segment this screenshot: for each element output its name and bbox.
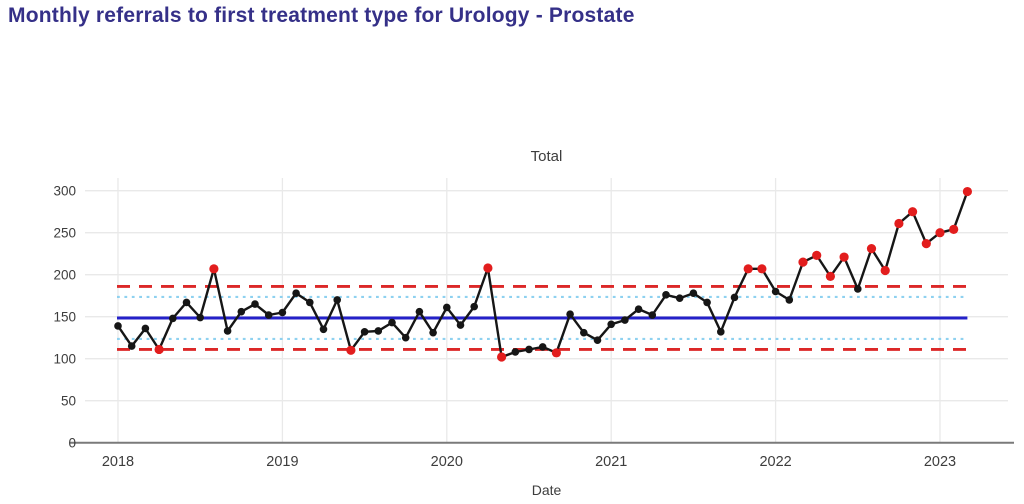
y-tick-label: 150 xyxy=(53,310,76,325)
data-point xyxy=(278,308,287,317)
data-point xyxy=(114,322,122,330)
data-point xyxy=(525,345,533,354)
data-point xyxy=(675,294,684,303)
special-cause-point xyxy=(154,344,164,355)
data-point xyxy=(333,296,342,304)
special-cause-point xyxy=(757,264,767,274)
special-cause-point xyxy=(743,264,753,274)
x-axis-title: Date xyxy=(531,482,562,498)
data-point xyxy=(264,311,273,319)
data-point xyxy=(374,327,383,335)
x-tick-label: 2020 xyxy=(431,454,463,470)
data-point xyxy=(854,285,862,293)
data-point xyxy=(662,291,670,299)
y-tick-label: 50 xyxy=(61,394,76,409)
y-tick-label: 100 xyxy=(53,352,76,367)
data-point xyxy=(182,298,191,307)
data-point xyxy=(319,325,328,334)
data-point xyxy=(580,328,588,337)
special-cause-point xyxy=(483,263,493,273)
x-tick-label: 2019 xyxy=(266,454,298,470)
data-point xyxy=(415,307,424,316)
special-cause-point xyxy=(812,250,822,260)
page-title: Monthly referrals to first treatment typ… xyxy=(8,4,635,27)
data-point xyxy=(196,313,204,322)
data-point xyxy=(538,343,547,351)
special-cause-point xyxy=(949,224,959,234)
special-cause-point xyxy=(935,228,945,238)
special-cause-point xyxy=(551,348,562,358)
special-cause-point xyxy=(346,345,356,355)
special-cause-point xyxy=(921,239,931,249)
y-tick-label: 200 xyxy=(53,268,76,283)
data-point xyxy=(703,298,711,307)
special-cause-point xyxy=(497,352,507,362)
special-cause-point xyxy=(894,218,904,229)
data-point xyxy=(566,310,574,318)
special-cause-point xyxy=(825,271,836,281)
data-point xyxy=(251,300,259,308)
data-point xyxy=(443,303,451,312)
data-point xyxy=(237,307,246,316)
data-point xyxy=(401,333,410,342)
data-point xyxy=(360,328,369,336)
data-point xyxy=(689,289,698,297)
data-point xyxy=(621,316,629,324)
data-point xyxy=(388,318,396,327)
data-point xyxy=(771,287,780,296)
data-point xyxy=(470,302,479,311)
data-point xyxy=(169,314,177,323)
data-point xyxy=(511,348,520,356)
special-cause-point xyxy=(209,264,219,274)
data-point xyxy=(223,327,232,335)
data-point xyxy=(429,328,437,337)
data-point xyxy=(456,321,465,329)
x-tick-label: 2018 xyxy=(102,454,134,470)
chart-subtitle: Total xyxy=(530,148,563,165)
data-point xyxy=(730,293,739,302)
x-tick-label: 2021 xyxy=(595,454,627,470)
y-tick-label: 0 xyxy=(68,436,76,451)
special-cause-point xyxy=(880,265,890,276)
special-cause-point xyxy=(962,186,973,197)
data-point xyxy=(634,305,643,313)
y-tick-label: 250 xyxy=(53,226,76,241)
data-point xyxy=(648,311,657,319)
special-cause-point xyxy=(839,252,849,262)
data-point xyxy=(292,289,300,297)
data-point xyxy=(593,336,602,345)
data-point xyxy=(785,296,794,304)
data-point xyxy=(607,320,615,329)
data-point xyxy=(306,298,314,307)
x-tick-label: 2022 xyxy=(759,454,791,470)
data-point xyxy=(127,342,136,350)
x-tick-label: 2023 xyxy=(924,454,956,470)
data-point xyxy=(717,328,725,336)
special-cause-point xyxy=(866,244,877,254)
data-point xyxy=(141,324,150,333)
special-cause-point xyxy=(908,207,918,217)
special-cause-point xyxy=(798,257,808,267)
y-tick-label: 300 xyxy=(53,184,76,199)
